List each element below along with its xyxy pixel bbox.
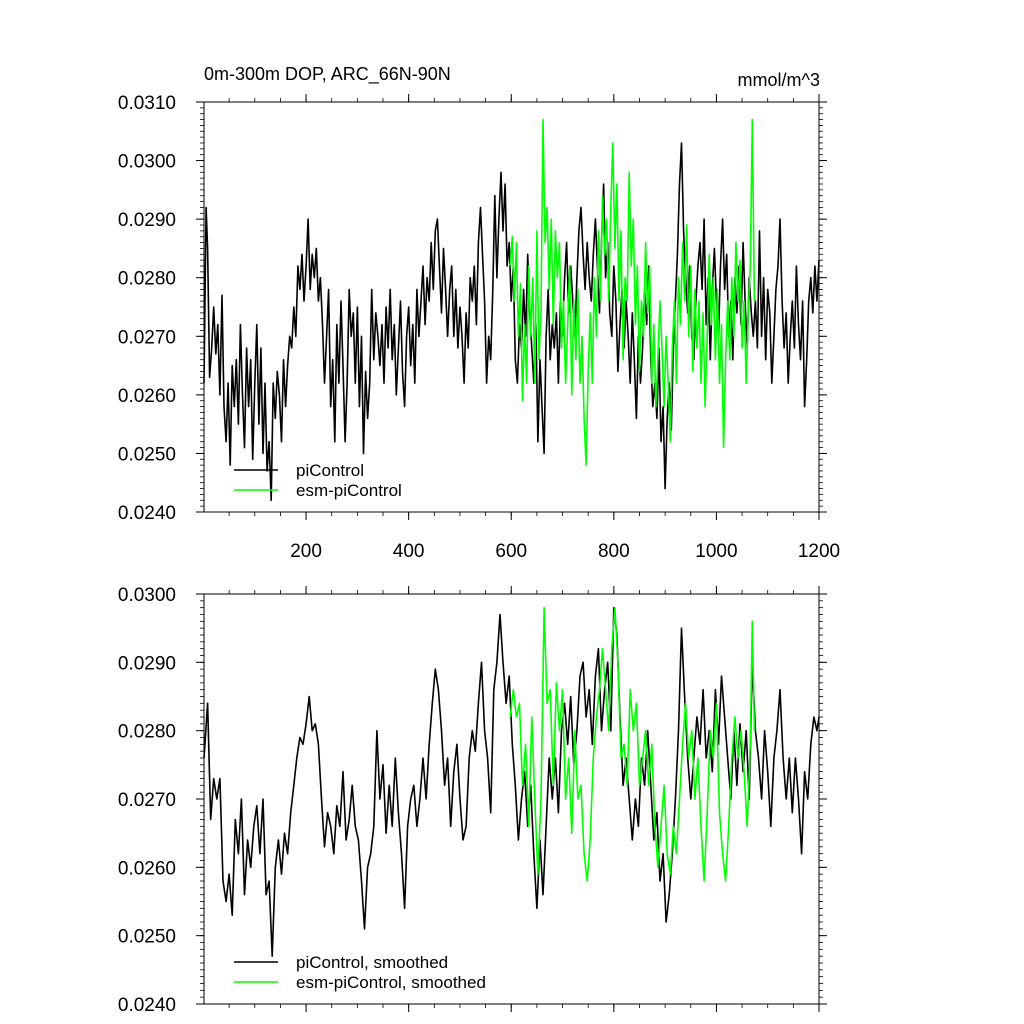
y-tick-label: 0.0260 xyxy=(118,858,176,879)
bottom-series-lines xyxy=(203,606,820,957)
y-tick-label: 0.0240 xyxy=(118,503,176,524)
x-tick-label: 1000 xyxy=(695,541,737,562)
y-tick-label: 0.0300 xyxy=(118,152,176,173)
x-tick-label: 200 xyxy=(290,541,322,562)
top-panel: 0m-300m DOP, ARC_66N-90N mmol/m^3 0.0240… xyxy=(118,64,840,562)
units-label: mmol/m^3 xyxy=(738,70,820,90)
series-line-esm-picontrol xyxy=(509,118,756,466)
bottom-axes: 0.0240 0.0250 0.0260 0.0270 0.0280 0.0290 0.03… xyxy=(118,585,827,1016)
legend-label-picontrol-smoothed: piControl, smoothed xyxy=(296,953,448,972)
series-line-esm-picontrol-smoothed xyxy=(509,606,756,882)
top-legend: piControl esm-piControl xyxy=(234,461,402,500)
y-tick-label: 0.0290 xyxy=(118,653,176,674)
y-tick-label: 0.0240 xyxy=(118,995,176,1016)
bottom-legend: piControl, smoothed esm-piControl, smoot… xyxy=(234,953,486,992)
y-tick-label: 0.0280 xyxy=(118,269,176,290)
y-tick-label: 0.0260 xyxy=(118,386,176,407)
x-tick-label: 600 xyxy=(495,541,527,562)
y-tick-label: 0.0270 xyxy=(118,327,176,348)
top-axes: 0.0240 0.0250 0.0260 0.0270 0.0280 0.0290 0.03… xyxy=(118,93,840,562)
top-series-lines xyxy=(203,118,820,502)
top-plot-frame xyxy=(203,101,820,513)
bottom-panel: 0.0240 0.0250 0.0260 0.0270 0.0280 0.0290 0.03… xyxy=(118,585,827,1016)
y-tick-label: 0.0300 xyxy=(118,585,176,606)
y-tick-label: 0.0290 xyxy=(118,210,176,231)
y-tick-label: 0.0310 xyxy=(118,93,176,114)
y-tick-label: 0.0250 xyxy=(118,444,176,465)
legend-label-picontrol: piControl xyxy=(296,461,364,480)
y-tick-label: 0.0250 xyxy=(118,927,176,948)
legend-label-esm-picontrol-smoothed: esm-piControl, smoothed xyxy=(296,973,486,992)
chart-title: 0m-300m DOP, ARC_66N-90N xyxy=(204,64,451,85)
y-tick-label: 0.0280 xyxy=(118,722,176,743)
x-tick-label: 800 xyxy=(598,541,630,562)
y-tick-label: 0.0270 xyxy=(118,790,176,811)
bottom-plot-frame xyxy=(203,593,820,1005)
legend-label-esm-picontrol: esm-piControl xyxy=(296,481,402,500)
series-line-picontrol-smoothed xyxy=(203,606,820,957)
x-tick-label: 400 xyxy=(393,541,425,562)
x-tick-label: 1200 xyxy=(798,541,840,562)
